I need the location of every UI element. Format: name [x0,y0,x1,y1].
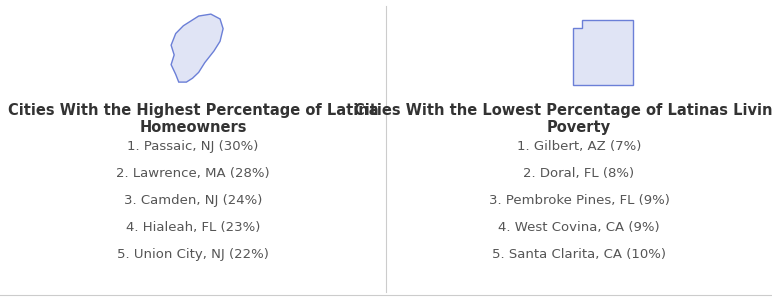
Polygon shape [171,14,223,82]
Text: 5. Union City, NJ (22%): 5. Union City, NJ (22%) [117,248,269,261]
Text: Homeowners: Homeowners [139,120,247,135]
Text: Cities With the Highest Percentage of Latina: Cities With the Highest Percentage of La… [8,103,378,118]
Text: 1. Passaic, NJ (30%): 1. Passaic, NJ (30%) [127,140,259,153]
Text: 2. Lawrence, MA (28%): 2. Lawrence, MA (28%) [117,167,269,180]
Text: 4. West Covina, CA (9%): 4. West Covina, CA (9%) [498,221,660,234]
Polygon shape [574,20,634,85]
Text: 1. Gilbert, AZ (7%): 1. Gilbert, AZ (7%) [516,140,642,153]
Text: 3. Camden, NJ (24%): 3. Camden, NJ (24%) [124,194,262,207]
Text: 4. Hialeah, FL (23%): 4. Hialeah, FL (23%) [126,221,260,234]
Text: Poverty: Poverty [547,120,611,135]
Text: 2. Doral, FL (8%): 2. Doral, FL (8%) [523,167,635,180]
Text: 3. Pembroke Pines, FL (9%): 3. Pembroke Pines, FL (9%) [489,194,669,207]
Text: Cities With the Lowest Percentage of Latinas Living in: Cities With the Lowest Percentage of Lat… [354,103,772,118]
Text: 5. Santa Clarita, CA (10%): 5. Santa Clarita, CA (10%) [492,248,666,261]
